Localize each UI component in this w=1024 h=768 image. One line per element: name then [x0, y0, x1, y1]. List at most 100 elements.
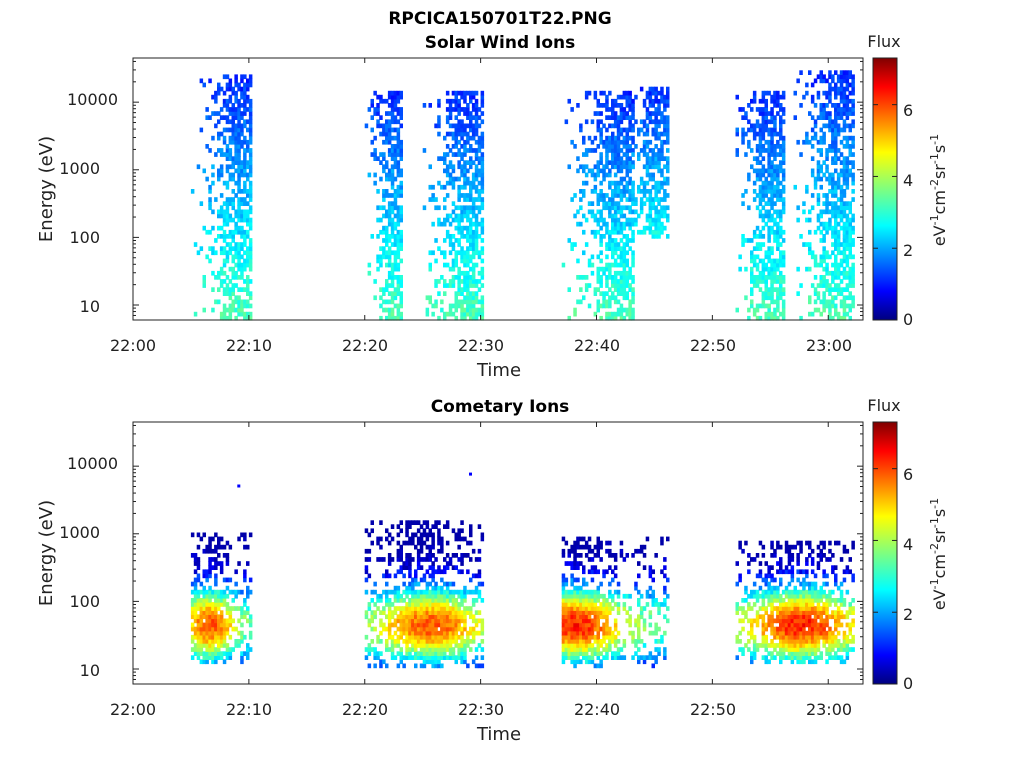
heatmap-cell	[460, 217, 464, 223]
heatmap-cell	[393, 610, 398, 615]
heatmap-cell	[834, 283, 838, 288]
heatmap-cell	[816, 262, 821, 268]
heatmap-cell	[382, 164, 386, 170]
heatmap-cell	[776, 238, 780, 243]
heatmap-cell	[773, 164, 777, 170]
heatmap-cell	[622, 606, 627, 611]
heatmap-cell	[619, 103, 624, 108]
heatmap-cell	[248, 180, 253, 186]
heatmap-cell	[440, 634, 444, 640]
heatmap-cell	[445, 119, 450, 125]
heatmap-cell	[605, 266, 609, 272]
heatmap-cell	[246, 189, 250, 194]
heatmap-cell	[622, 262, 627, 268]
heatmap-cell	[761, 180, 766, 186]
heatmap-cell	[770, 152, 774, 157]
heatmap-cell	[225, 602, 230, 607]
heatmap-cell	[582, 647, 586, 652]
heatmap-cell	[747, 238, 751, 243]
heatmap-cell	[773, 234, 777, 239]
heatmap-cell	[454, 606, 458, 611]
heatmap-cell	[608, 115, 612, 120]
heatmap-cell	[211, 94, 215, 100]
heatmap-cell	[619, 139, 624, 145]
heatmap-cell	[240, 115, 244, 120]
heatmap-cell	[573, 634, 577, 640]
heatmap-cell	[231, 111, 235, 116]
heatmap-cell	[428, 103, 432, 108]
heatmap-cell	[608, 139, 612, 145]
heatmap-cell	[851, 242, 855, 247]
heatmap-cell	[599, 209, 603, 215]
heatmap-cell	[445, 107, 450, 112]
heatmap-cell	[582, 598, 586, 603]
heatmap-cell	[767, 266, 771, 272]
heatmap-cell	[387, 307, 392, 313]
heatmap-cell	[596, 123, 600, 129]
heatmap-cell	[758, 184, 763, 190]
heatmap-cell	[457, 287, 461, 292]
heatmap-cell	[744, 614, 748, 620]
heatmap-cell	[425, 651, 430, 656]
heatmap-cell	[370, 98, 374, 104]
heatmap-cell	[437, 593, 441, 599]
heatmap-cell	[396, 626, 401, 632]
heatmap-cell	[208, 201, 212, 206]
heatmap-cell	[805, 266, 809, 272]
heatmap-cell	[744, 585, 748, 591]
heatmap-cell	[466, 299, 470, 305]
heatmap-cell	[196, 589, 201, 595]
heatmap-cell	[399, 168, 403, 174]
heatmap-cell	[248, 107, 253, 112]
heatmap-cell	[628, 205, 632, 211]
heatmap-cell	[810, 156, 815, 161]
heatmap-cell	[222, 593, 227, 599]
heatmap-cell	[779, 164, 783, 170]
heatmap-cell	[764, 180, 768, 186]
heatmap-cell	[779, 250, 783, 256]
heatmap-cell	[211, 655, 215, 660]
heatmap-cell	[399, 569, 403, 575]
heatmap-cell	[228, 622, 233, 628]
heatmap-cell	[463, 172, 467, 178]
heatmap-cell	[471, 303, 476, 309]
heatmap-cell	[611, 315, 615, 321]
heatmap-cell	[842, 209, 847, 215]
heatmap-cell	[776, 180, 780, 186]
heatmap-cell	[419, 626, 424, 632]
heatmap-cell	[842, 311, 847, 317]
heatmap-cell	[471, 160, 476, 165]
heatmap-cell	[457, 610, 461, 615]
heatmap-cell	[225, 156, 230, 161]
heatmap-cell	[761, 111, 766, 116]
heatmap-cell	[443, 651, 447, 656]
heatmap-cell	[240, 262, 244, 268]
heatmap-cell	[219, 593, 224, 599]
heatmap-cell	[634, 643, 638, 648]
heatmap-cell	[393, 618, 398, 624]
heatmap-cell	[463, 184, 467, 190]
heatmap-cell	[196, 565, 201, 570]
heatmap-cell	[469, 205, 473, 211]
heatmap-cell	[602, 291, 606, 296]
heatmap-cell	[199, 201, 204, 206]
heatmap-cell	[193, 577, 198, 583]
heatmap-cell	[240, 164, 244, 170]
heatmap-cell	[839, 94, 844, 100]
heatmap-cell	[590, 589, 595, 595]
heatmap-cell	[474, 307, 479, 313]
heatmap-cell	[593, 94, 598, 100]
heatmap-cell	[587, 626, 592, 632]
heatmap-cell	[469, 577, 473, 583]
heatmap-cell	[237, 606, 241, 611]
heatmap-cell	[382, 659, 386, 665]
heatmap-cell	[622, 258, 627, 264]
heatmap-cell	[634, 201, 638, 206]
heatmap-cell	[741, 131, 745, 137]
heatmap-cell	[570, 622, 574, 628]
heatmap-cell	[590, 172, 595, 178]
heatmap-cell	[387, 283, 392, 288]
heatmap-cell	[454, 610, 458, 615]
heatmap-cell	[587, 135, 592, 141]
heatmap-cell	[808, 139, 812, 145]
